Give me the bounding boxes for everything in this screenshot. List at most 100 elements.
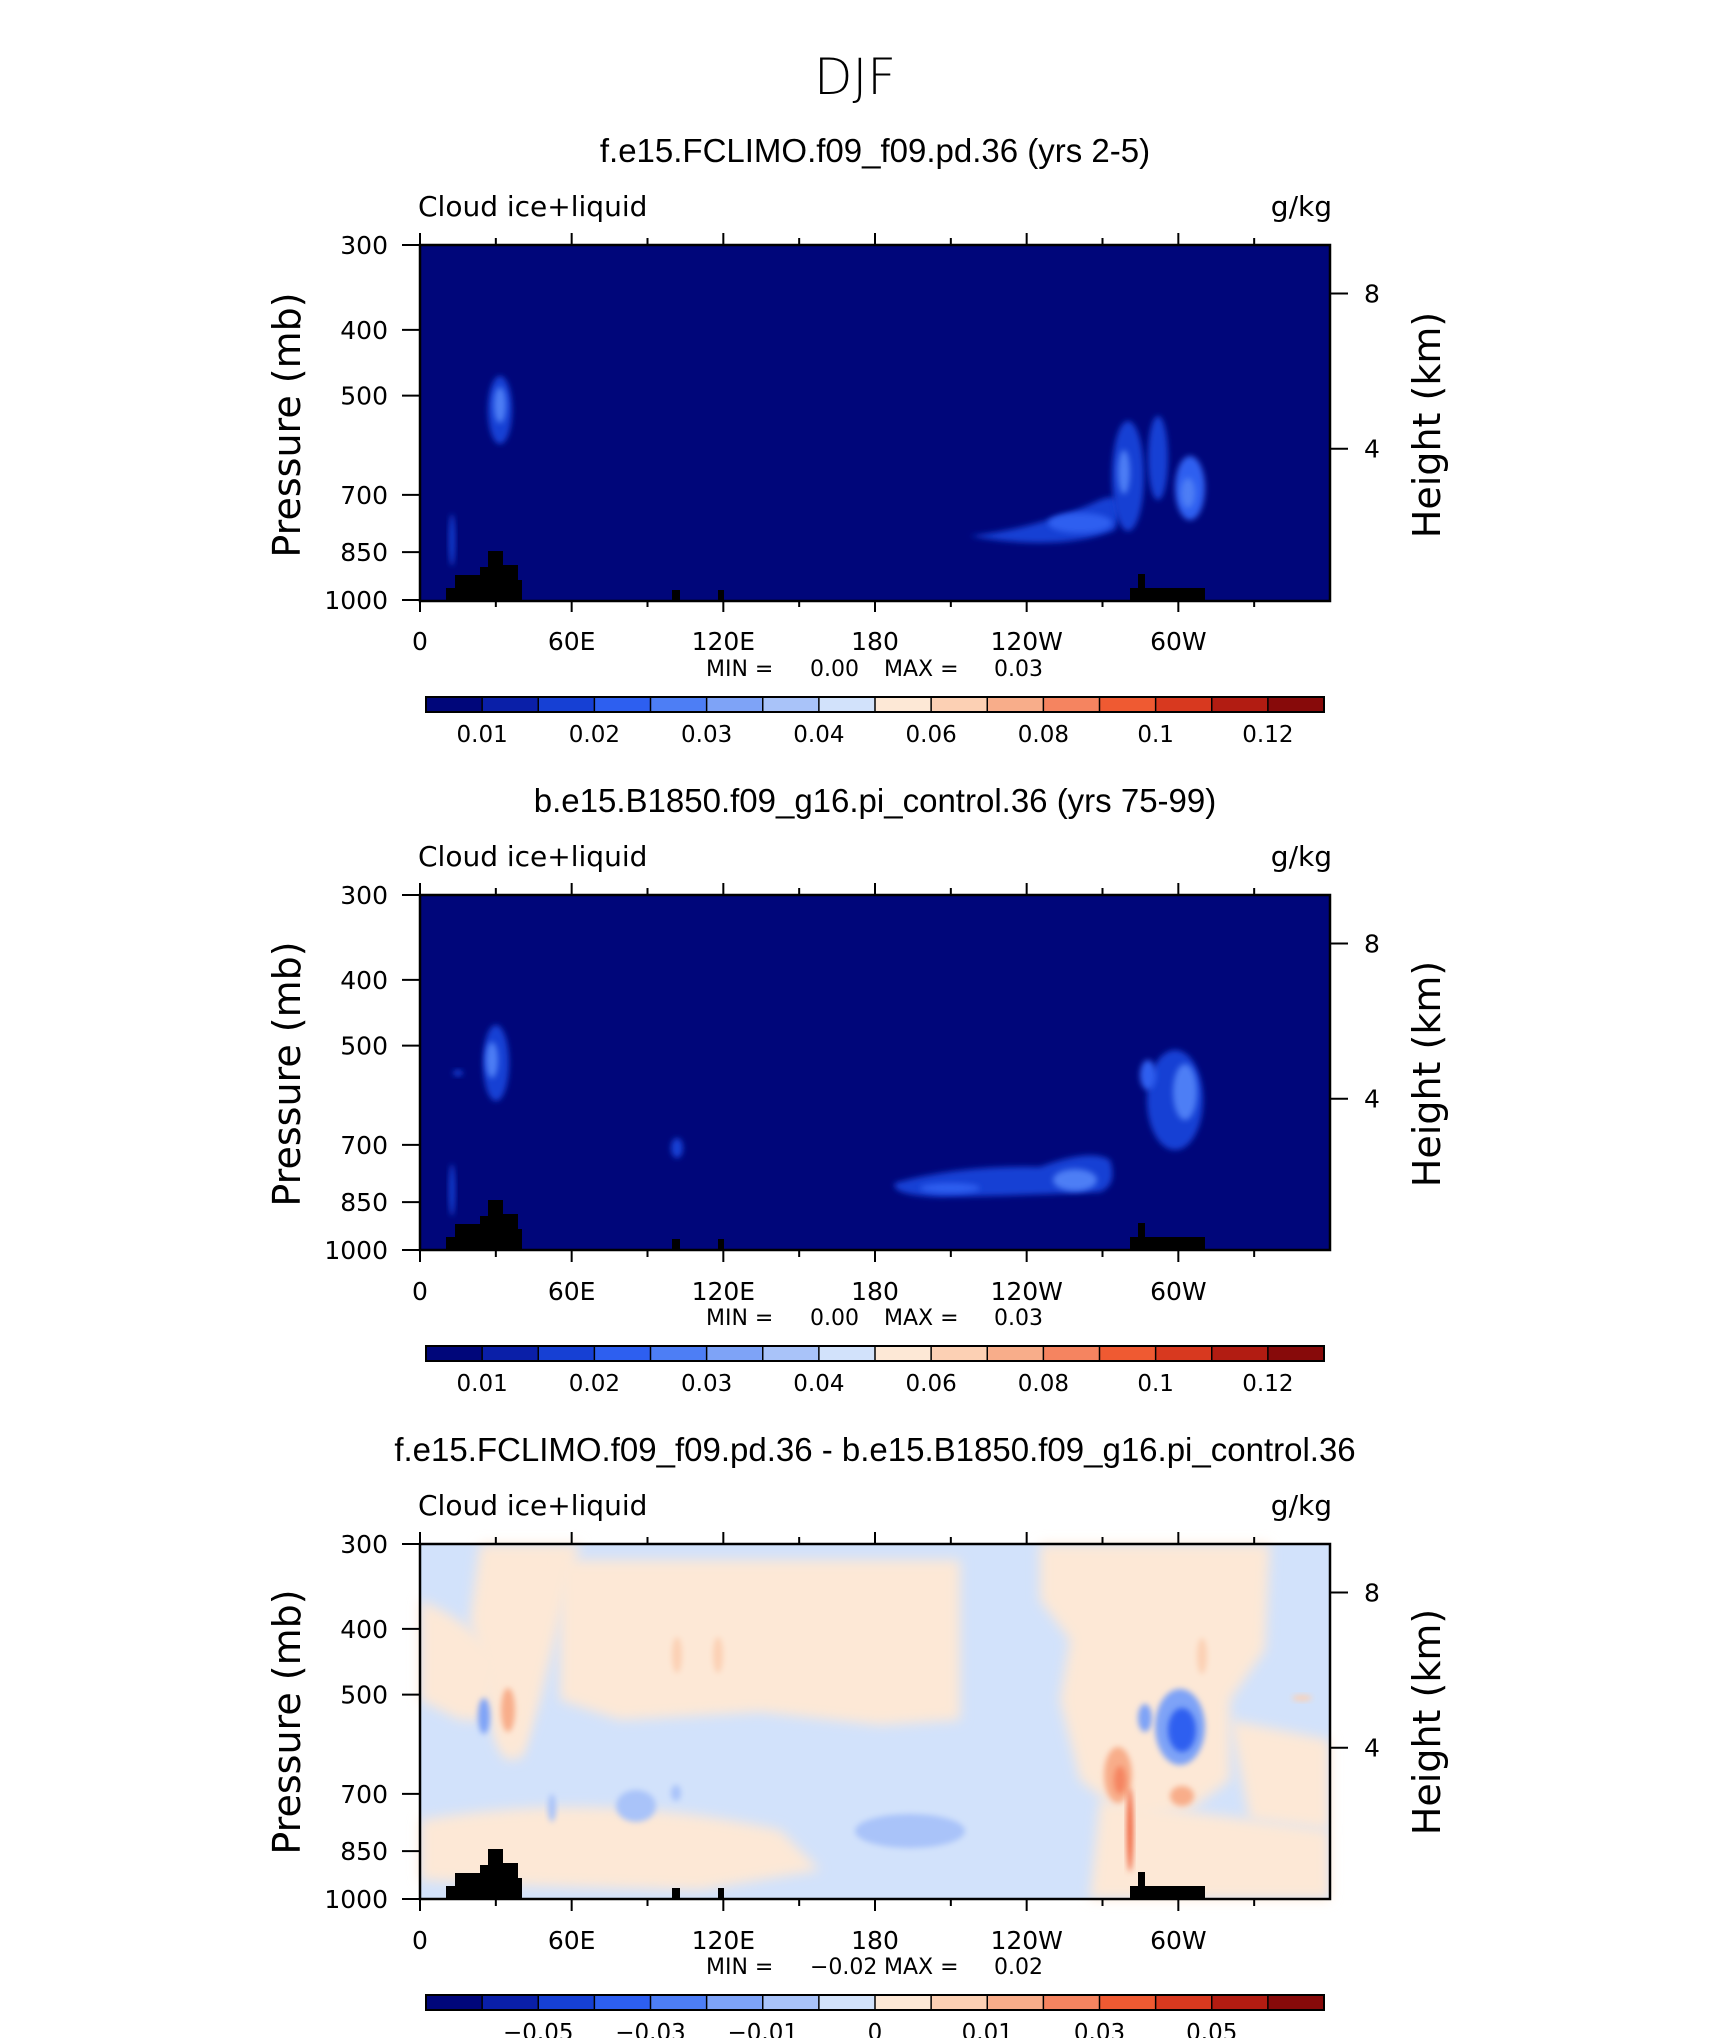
colorbar-swatch [1043,1346,1100,1361]
plot-area [402,1532,1348,1911]
colorbar-swatch [482,1346,539,1361]
y-axis-label-right: Height (km) [1405,1609,1449,1835]
units-label: g/kg [1271,190,1332,223]
colorbar-label: 0.06 [906,1371,957,1397]
colorbar-swatch [987,1346,1044,1361]
contour-feature [1127,1788,1133,1872]
contour-feature [1170,1786,1194,1806]
x-tick-label: 60W [1150,1926,1207,1955]
stats-line: MIN = 0.00 MAX = 0.03 [706,1306,1043,1331]
contour-feature [1292,1695,1312,1701]
y-tick-right-label: 8 [1364,1579,1380,1608]
colorbar-swatch [1211,697,1269,712]
variable-label: Cloud ice+liquid [418,840,647,873]
contour-feature [920,1183,980,1193]
colorbar [425,696,1325,713]
colorbar-label: 0.08 [1018,722,1069,748]
colorbar-swatch [426,1346,483,1361]
colorbar-swatch [482,697,539,712]
colorbar-label: 0.01 [457,722,508,748]
contour-feature [548,1794,556,1822]
contour-feature [420,1600,500,1720]
colorbar-swatch [987,697,1044,712]
colorbar-swatch [1211,1346,1269,1361]
figure-title: DJF [814,48,896,106]
colorbar-label: 0.05 [1186,2020,1237,2038]
colorbar-label: 0.01 [457,1371,508,1397]
contour-feature [1048,513,1112,533]
y-tick-label: 700 [340,1780,388,1809]
y-tick-label: 400 [340,316,388,345]
colorbar-label: −0.01 [728,2020,798,2038]
colorbar-swatch [762,697,820,712]
max-value: 0.03 [994,657,1043,682]
y-tick-label: 500 [340,1032,388,1061]
colorbar-swatch [706,1346,764,1361]
contour-feature [449,514,455,566]
colorbar-swatch [594,1995,651,2010]
colorbar-swatch [650,697,708,712]
y-tick-label: 500 [340,1681,388,1710]
colorbar-label: 0.04 [793,722,844,748]
min-value: 0.00 [810,657,859,682]
panel-title: f.e15.FCLIMO.f09_f09.pd.36 - b.e15.B1850… [394,1431,1355,1468]
contour-feature [1230,1720,1330,1830]
colorbar-label: 0 [868,2020,883,2038]
panel-3-difference: f.e15.FCLIMO.f09_f09.pd.36 - b.e15.B1850… [265,1431,1449,2038]
x-tick-label: 180 [851,1277,899,1306]
colorbar-label: 0.12 [1242,722,1293,748]
stats-line: MIN = 0.00 MAX = 0.03 [706,657,1043,682]
colorbar-label: 0.04 [793,1371,844,1397]
colorbar-label: −0.05 [503,2020,573,2038]
min-label: MIN = [706,657,773,682]
colorbar-swatch [650,1346,708,1361]
x-tick-label: 120W [990,1926,1062,1955]
colorbar-swatch [1267,697,1325,712]
units-label: g/kg [1271,1489,1332,1522]
contour-feature [1197,1638,1207,1674]
colorbar [425,1994,1325,2011]
contour-feature [1173,1064,1197,1120]
colorbar-swatch [1155,1995,1213,2010]
min-label: MIN = [706,1955,773,1980]
colorbar-swatch [1043,697,1100,712]
y-tick-label: 850 [340,1188,388,1217]
max-label: MAX = [884,1955,959,1980]
colorbar-swatch [594,697,651,712]
colorbar [425,1345,1325,1362]
y-tick-label: 1000 [324,586,388,615]
contour-features [420,1544,1330,1899]
contour-feature [478,1698,490,1734]
contour-feature [1090,1800,1330,1899]
colorbar-label: 0.03 [681,722,732,748]
colorbar-swatch [1267,1995,1325,2010]
colorbar-label: −0.03 [615,2020,685,2038]
y-tick-label: 1000 [324,1885,388,1914]
colorbar-swatch [538,1995,595,2010]
max-label: MAX = [884,657,959,682]
colorbar-swatch [482,1995,539,2010]
x-tick-label: 60E [548,627,596,656]
colorbar-label: 0.08 [1018,1371,1069,1397]
colorbar-swatch [987,1995,1044,2010]
min-value: 0.00 [810,1306,859,1331]
colorbar-swatch [1155,697,1213,712]
colorbar-swatch [875,1346,932,1361]
y-axis-label: Pressure (mb) [265,1589,309,1854]
y-tick-label: 850 [340,538,388,567]
min-label: MIN = [706,1306,773,1331]
contour-feature [486,1042,498,1078]
x-tick-label: 60E [548,1926,596,1955]
colorbar-swatch [931,697,988,712]
x-tick-label: 120W [990,1277,1062,1306]
colorbar-frame [425,1994,1325,2011]
panel-title: f.e15.FCLIMO.f09_f09.pd.36 (yrs 2-5) [600,132,1150,169]
colorbar-swatch [875,1995,932,2010]
contour-feature [1053,1169,1097,1191]
min-value: −0.02 [810,1955,877,1980]
contour-feature [449,1164,455,1216]
y-axis-label: Pressure (mb) [265,941,309,1206]
colorbar-swatch [1211,1995,1269,2010]
contour-feature [1140,1060,1156,1090]
contour-feature [616,1790,656,1822]
